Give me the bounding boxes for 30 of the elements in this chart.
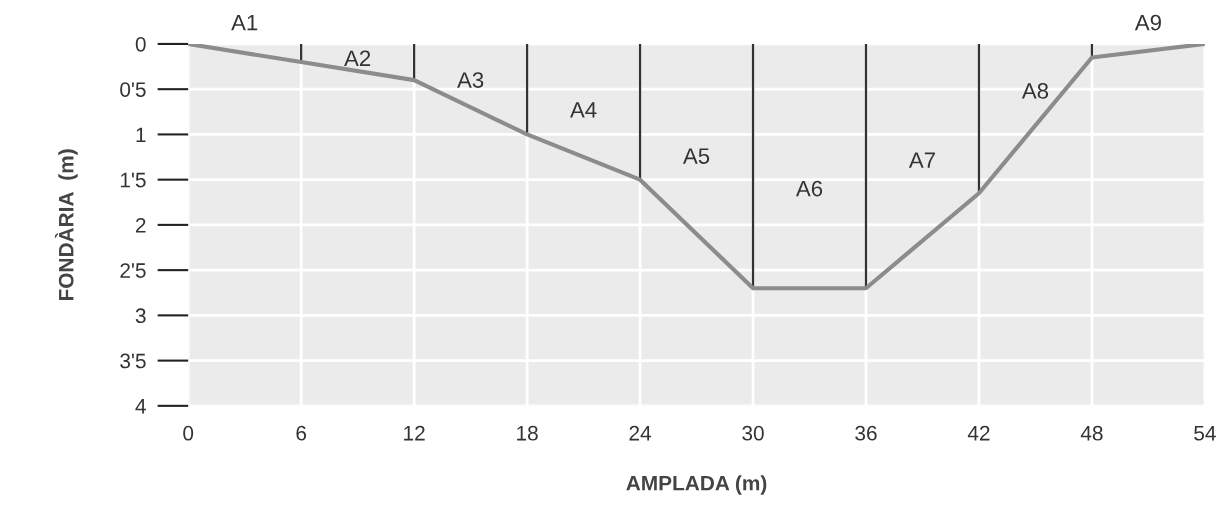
annotation: A7 bbox=[908, 152, 935, 168]
annotation: A4 bbox=[570, 102, 597, 118]
x-tick-label: 18 bbox=[517, 425, 538, 441]
y-tick-label: 2'5 bbox=[120, 263, 146, 278]
x-tick-label: 48 bbox=[1080, 425, 1103, 441]
annotation: A3 bbox=[457, 72, 484, 88]
x-tick-label: 24 bbox=[629, 425, 652, 441]
x-tick-label: 36 bbox=[855, 425, 877, 441]
y-tick-label: 1'5 bbox=[120, 172, 146, 188]
y-tick-label: 3 bbox=[135, 308, 146, 324]
x-tick-label: 42 bbox=[967, 425, 990, 441]
y-tick-label: 1 bbox=[136, 127, 146, 142]
text: A9 bbox=[1134, 14, 1161, 31]
annotation: A6 bbox=[795, 180, 823, 197]
x-tick-label: 30 bbox=[742, 425, 764, 441]
x-tick-label: 6 bbox=[296, 425, 307, 441]
y-tick-label: 2 bbox=[135, 217, 146, 233]
y-tick-label: 0 bbox=[135, 36, 146, 52]
x-tick-label: 54 bbox=[1194, 426, 1216, 441]
y-axis-title: FONDÀRIA (m) bbox=[54, 149, 78, 301]
y-tick-label: 3'5 bbox=[120, 353, 146, 369]
y-tick-label: 4 bbox=[135, 399, 146, 414]
annotation: A8 bbox=[1021, 83, 1049, 99]
x-axis-title: AMPLADA (m) bbox=[626, 475, 767, 495]
text: A1 bbox=[231, 14, 258, 31]
x-tick-label: 0 bbox=[183, 425, 194, 441]
annotation: A5 bbox=[682, 148, 710, 164]
x-tick-label: 12 bbox=[404, 425, 425, 441]
y-tick-label: 0'5 bbox=[120, 82, 146, 97]
annotation: A2 bbox=[344, 50, 371, 66]
